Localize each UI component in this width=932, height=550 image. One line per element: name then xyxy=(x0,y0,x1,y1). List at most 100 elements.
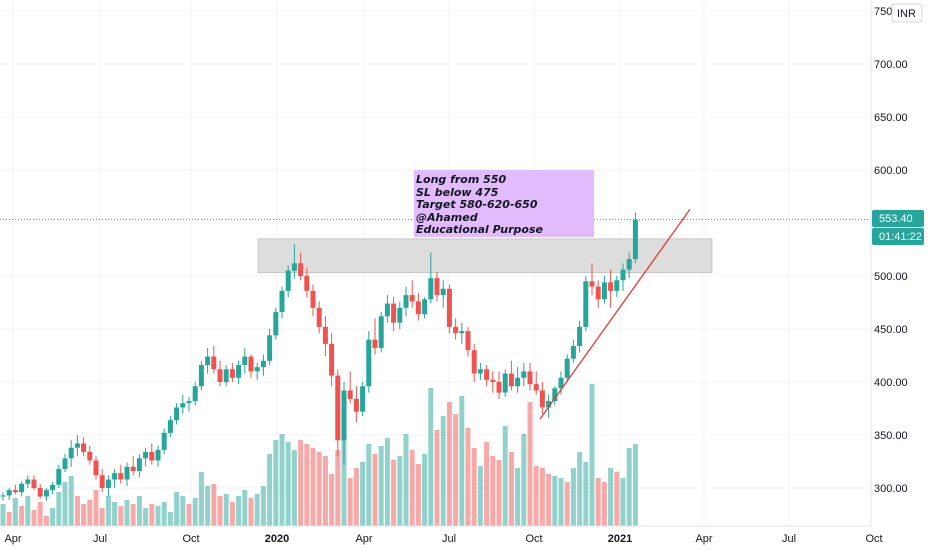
volume-bar xyxy=(50,508,56,526)
volume-bar xyxy=(291,450,297,526)
candle-body xyxy=(490,379,496,382)
volume-bar xyxy=(0,504,6,526)
candle-body xyxy=(198,365,204,387)
volume-bar xyxy=(428,388,434,526)
candle-body xyxy=(56,468,62,485)
price-scale[interactable]: 300.00350.00400.00450.00500.00550.00600.… xyxy=(870,0,932,526)
candle-body xyxy=(291,263,297,271)
volume-bar xyxy=(143,508,149,526)
candle-body xyxy=(595,286,601,300)
annotation-background xyxy=(414,170,594,237)
x-tick-label: Apr xyxy=(4,533,21,545)
volume-bar xyxy=(112,502,118,526)
volume-bar xyxy=(496,460,502,526)
volume-bar xyxy=(68,476,74,526)
candle-body xyxy=(409,295,415,302)
volume-bar xyxy=(465,428,471,526)
volume-bar xyxy=(254,494,260,526)
candle-body xyxy=(422,299,428,315)
candle-body xyxy=(601,282,607,300)
x-tick-layer: Apr Jul Oct 2020 Apr Jul Oct 2021 Apr Jul Oct xyxy=(4,533,882,545)
volume-bar xyxy=(260,486,266,526)
candle-body xyxy=(428,278,434,300)
candle-body xyxy=(440,288,446,296)
y-tick-label: 300.00 xyxy=(874,483,908,495)
candle-body xyxy=(174,407,180,421)
volume-bar xyxy=(539,468,545,526)
volume-bar xyxy=(372,454,378,526)
volume-bar xyxy=(608,468,614,526)
volume-bar xyxy=(192,498,198,526)
volume-bar xyxy=(422,454,428,526)
candle-body xyxy=(366,339,372,387)
candle-body xyxy=(620,269,626,281)
candle-body xyxy=(136,458,142,472)
volume-bar xyxy=(198,472,204,526)
volume-bar xyxy=(229,502,235,526)
volume-bar xyxy=(267,454,273,526)
volume-bar xyxy=(236,496,242,526)
volume-bar xyxy=(161,502,167,526)
candle-body xyxy=(12,490,18,493)
volume-bar xyxy=(211,484,217,526)
candle-body xyxy=(31,479,37,488)
volume-bar xyxy=(453,414,459,526)
candle-body xyxy=(608,282,614,291)
candle-body xyxy=(446,288,452,327)
candle-body xyxy=(484,369,490,380)
y-tick-label: 350.00 xyxy=(874,430,908,442)
volume-bar xyxy=(446,402,452,526)
time-scale[interactable]: Apr Jul Oct 2020 Apr Jul Oct 2021 Apr Jul Oct xyxy=(0,525,932,550)
volume-bar xyxy=(62,482,68,526)
candle-body xyxy=(477,369,483,374)
candle-body xyxy=(360,386,366,412)
annotation-box[interactable]: Long from 550 SL below 475 Target 580-62… xyxy=(414,170,594,237)
candle-body xyxy=(546,401,552,408)
currency-badge[interactable]: INR xyxy=(891,3,923,23)
volume-bar xyxy=(74,496,80,526)
y-tick-label: 400.00 xyxy=(874,377,908,389)
last-price-badge xyxy=(872,210,924,227)
candle-body xyxy=(74,443,80,448)
volume-bar xyxy=(484,442,490,526)
volume-bar xyxy=(298,440,304,526)
annotation-line: Long from 550 xyxy=(416,173,506,186)
volume-bar xyxy=(180,496,186,526)
candle-body xyxy=(353,398,359,412)
volume-bar xyxy=(105,496,111,526)
candle-body xyxy=(626,259,632,270)
candle-body xyxy=(310,290,316,308)
candle-body xyxy=(25,479,31,484)
candle-body xyxy=(167,420,173,433)
volume-bar xyxy=(335,450,341,526)
candle-body xyxy=(112,473,118,480)
annotation-line: @Ahamed xyxy=(416,211,478,224)
y-tick-label: 600.00 xyxy=(874,165,908,177)
candle-body xyxy=(186,401,192,404)
candle-body xyxy=(589,281,595,287)
candle-body xyxy=(124,466,130,480)
last-price-text: 553.40 xyxy=(879,213,913,225)
volume-bar xyxy=(527,402,533,526)
volume-bar xyxy=(155,506,161,526)
volume-bar xyxy=(570,468,576,526)
volume-bar xyxy=(37,502,43,526)
candle-body xyxy=(50,484,56,491)
volume-bar xyxy=(242,490,248,526)
volume-bar xyxy=(174,492,180,526)
volume-bar xyxy=(391,460,397,526)
candle-body xyxy=(248,356,254,372)
candle-body xyxy=(533,384,539,391)
candle-body xyxy=(130,466,136,472)
candle-body xyxy=(180,403,186,408)
candle-body xyxy=(260,360,266,368)
currency-label: INR xyxy=(897,8,916,20)
volume-bar xyxy=(620,478,626,526)
candle-body xyxy=(62,458,68,469)
trendline xyxy=(539,208,691,420)
volume-bar xyxy=(341,430,347,526)
volume-bar xyxy=(583,462,589,526)
candle-body xyxy=(577,326,583,346)
volume-bar xyxy=(285,442,291,526)
x-tick-label: Oct xyxy=(525,533,542,545)
